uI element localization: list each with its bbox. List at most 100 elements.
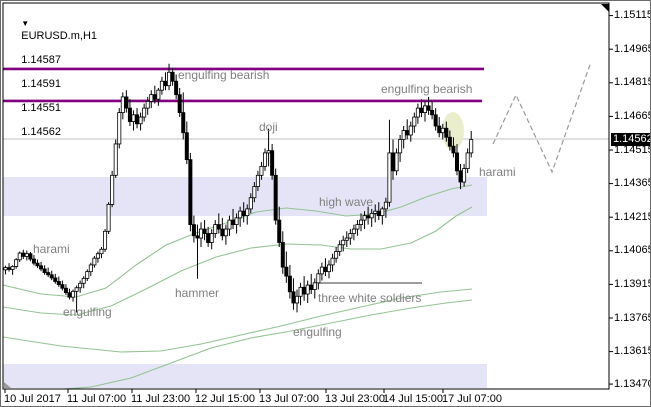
symbol-dropdown-icon[interactable]: ▼ xyxy=(21,19,30,28)
candle-body xyxy=(213,224,218,234)
price-axis-label: 1.13470 xyxy=(614,377,651,390)
candle-body xyxy=(74,287,79,292)
price-axis-label: 1.14215 xyxy=(614,210,651,223)
candle-body xyxy=(113,143,118,176)
candle-body xyxy=(145,100,150,109)
candle-body xyxy=(227,219,232,230)
candle-body xyxy=(14,259,19,267)
quote-open: 1.14587 xyxy=(21,54,61,66)
candle-body xyxy=(88,264,93,273)
candle-body xyxy=(437,125,442,134)
candle-body xyxy=(419,107,424,113)
quote-low: 1.14551 xyxy=(21,102,61,114)
candle-body xyxy=(252,186,257,199)
time-axis-label: 12 Jul 15:00 xyxy=(195,393,255,405)
candle-body xyxy=(344,237,349,241)
candle-body xyxy=(53,277,58,282)
candle-body xyxy=(440,127,445,134)
candle-body xyxy=(334,251,339,259)
candle-body xyxy=(223,228,228,237)
candle-body xyxy=(110,174,115,205)
candle-body xyxy=(454,152,459,172)
candle-body xyxy=(462,168,467,183)
candle-body xyxy=(362,215,367,221)
forecast-zigzag[interactable] xyxy=(492,61,592,174)
candle-body xyxy=(323,266,328,273)
candle-body xyxy=(358,219,363,225)
plot-area[interactable] xyxy=(3,61,609,389)
candle-body xyxy=(305,284,310,295)
candle-body xyxy=(355,224,360,230)
candle-body xyxy=(195,235,200,239)
candle-body xyxy=(7,267,12,270)
candle-body xyxy=(238,210,243,219)
candle-body xyxy=(241,210,246,217)
candle-body xyxy=(465,152,470,169)
candle-body xyxy=(216,224,221,230)
candle-body xyxy=(330,257,335,266)
candle-body xyxy=(408,125,413,136)
pattern-annotation: engulfing xyxy=(63,305,112,319)
candle-body xyxy=(39,265,44,270)
pattern-annotation: engulfing bearish xyxy=(178,68,270,82)
candle-body xyxy=(42,268,47,273)
ma-mid-line xyxy=(3,206,473,316)
candle-body xyxy=(280,242,285,268)
candle-body xyxy=(10,266,15,270)
candle-body xyxy=(415,107,420,118)
candle-body xyxy=(35,262,40,267)
price-axis-label: 1.14965 xyxy=(614,42,651,55)
pattern-annotation: three white soldiers xyxy=(318,291,422,305)
candle-body xyxy=(71,290,76,298)
candle-body xyxy=(184,132,189,161)
candle-body xyxy=(263,152,268,167)
candle-body xyxy=(46,272,51,276)
candle-body xyxy=(149,94,154,102)
candle-body xyxy=(85,271,90,279)
candle-body xyxy=(284,266,289,277)
candle-body xyxy=(78,282,83,289)
candle-body xyxy=(394,152,399,172)
candle-body xyxy=(255,174,260,187)
candle-body xyxy=(291,291,296,304)
pattern-annotation: hammer xyxy=(175,286,220,300)
candle-body xyxy=(124,96,129,109)
candle-body xyxy=(177,94,182,113)
pattern-highlight-ellipse xyxy=(442,112,464,150)
candle-body xyxy=(21,252,26,257)
candle-body xyxy=(199,228,204,239)
candle-body xyxy=(287,275,292,293)
candle-body xyxy=(376,210,381,217)
candle-body xyxy=(56,281,61,286)
candle-body xyxy=(444,127,449,138)
candle-body xyxy=(245,208,250,217)
candle-body xyxy=(298,286,303,297)
candle-body xyxy=(127,107,132,122)
candle-body xyxy=(63,287,68,294)
candle-body xyxy=(398,139,403,154)
ma-fast-line xyxy=(3,184,473,298)
ma-slowest-line xyxy=(62,299,473,389)
candle-body xyxy=(302,286,307,295)
chart-shift-marker[interactable] xyxy=(601,4,609,12)
candle-body xyxy=(390,152,395,172)
candle-body xyxy=(95,253,100,259)
candle-body xyxy=(366,215,371,219)
candle-body xyxy=(380,208,385,217)
candle-body xyxy=(373,210,378,214)
chart-header: ▼ EURUSD.m,H1 1.14587 1.14591 1.14551 1.… xyxy=(9,6,97,150)
candle-body xyxy=(277,219,282,243)
candle-body xyxy=(312,282,317,290)
time-axis-label: 10 Jul 2017 xyxy=(4,393,61,405)
time-axis-label: 11 Jul 07:00 xyxy=(67,393,127,405)
candle-body xyxy=(106,204,111,232)
pattern-annotation: engulfing bearish xyxy=(381,82,473,96)
candle-body xyxy=(159,80,164,91)
current-price-badge: 1.14562 xyxy=(611,133,651,146)
time-axis-label: 17 Jul 07:00 xyxy=(442,393,502,405)
candle-body xyxy=(401,130,406,140)
price-axis-label: 1.13615 xyxy=(614,345,651,358)
candle-body xyxy=(174,80,179,96)
